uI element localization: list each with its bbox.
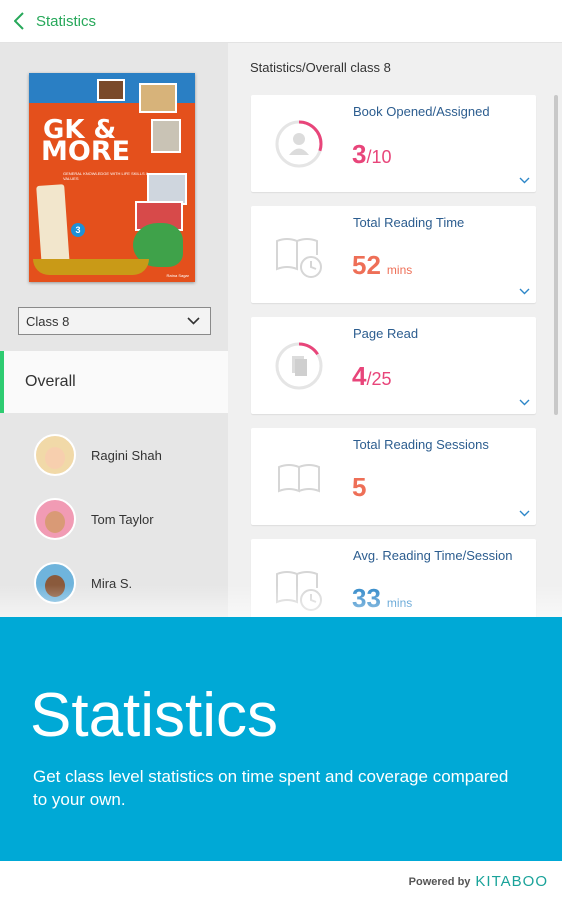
cover-title-line2: MORE: [41, 136, 131, 167]
brand-logo: KITABOO: [475, 873, 548, 890]
stat-card-reading-sessions[interactable]: Total Reading Sessions 5: [251, 428, 536, 525]
back-button[interactable]: [0, 0, 24, 43]
chevron-down-icon: [187, 317, 200, 325]
chevron-down-icon[interactable]: [519, 288, 530, 295]
class-dropdown-value: Class 8: [26, 313, 70, 329]
nav-item-label: Overall: [25, 373, 76, 390]
stat-title: Book Opened/Assigned: [353, 104, 490, 119]
page-title: Statistics: [36, 12, 97, 30]
person-progress-icon: [273, 118, 325, 170]
book-cover[interactable]: GK & MORE GENERAL KNOWLEDGE WITH LIFE SK…: [29, 73, 195, 282]
avatar: [34, 434, 76, 476]
student-name: Tom Taylor: [91, 511, 154, 527]
stat-card-total-reading-time[interactable]: Total Reading Time 52 mins: [251, 206, 536, 303]
stat-number: 52: [352, 250, 381, 280]
student-item-ragini[interactable]: Ragini Shah: [0, 423, 228, 487]
powered-by-label: Powered by: [408, 875, 471, 888]
pages-progress-icon: [273, 340, 325, 392]
breadcrumb: Statistics/Overall class 8: [250, 60, 391, 75]
cover-grade-badge: 3: [71, 223, 85, 237]
stat-number: 3: [352, 139, 367, 169]
cover-photo: [151, 119, 181, 153]
active-indicator: [0, 351, 4, 413]
class-dropdown[interactable]: Class 8: [18, 307, 211, 335]
chevron-down-icon[interactable]: [519, 177, 530, 184]
stat-unit: mins: [386, 263, 413, 277]
stat-title: Total Reading Sessions: [353, 437, 489, 452]
stat-value: 4/25: [352, 361, 392, 392]
stat-value: 5: [352, 472, 366, 503]
stat-number: 5: [352, 472, 367, 502]
avatar-face: [45, 511, 65, 533]
stat-total: /25: [366, 369, 392, 389]
scrollbar[interactable]: [554, 95, 558, 415]
progress-ring: [275, 120, 323, 168]
stat-card-pages-read[interactable]: Page Read 4/25: [251, 317, 536, 414]
book-clock-icon: [273, 229, 325, 281]
chevron-left-icon: [14, 12, 24, 30]
stat-title: Page Read: [353, 326, 419, 341]
progress-ring: [275, 342, 323, 390]
avatar-face: [45, 447, 65, 469]
fade-overlay: [0, 585, 562, 617]
open-book-icon: [273, 451, 325, 503]
avatar: [34, 498, 76, 540]
stat-card-books-opened[interactable]: Book Opened/Assigned 3/10: [251, 95, 536, 192]
student-item-tom[interactable]: Tom Taylor: [0, 487, 228, 551]
stat-number: 4: [352, 361, 367, 391]
cover-photo: [147, 173, 187, 205]
nav-item-overall[interactable]: Overall: [0, 351, 228, 413]
promo-banner: Statistics Get class level statistics on…: [0, 617, 562, 861]
promo-title: Statistics: [30, 681, 279, 750]
cover-photo: [97, 79, 125, 101]
stat-value: 52 mins: [352, 250, 412, 281]
left-panel: GK & MORE GENERAL KNOWLEDGE WITH LIFE SK…: [0, 43, 228, 617]
stats-panel[interactable]: Statistics/Overall class 8 Book Opened/A…: [228, 43, 562, 617]
cover-photo: [139, 83, 177, 113]
cover-subtitle: GENERAL KNOWLEDGE WITH LIFE SKILLS & VAL…: [63, 171, 149, 181]
boat-illustration: [33, 259, 149, 275]
stat-title: Total Reading Time: [353, 215, 465, 230]
tower-illustration: [36, 184, 70, 268]
stat-value: 3/10: [352, 139, 392, 170]
stat-title: Avg. Reading Time/Session: [353, 548, 513, 563]
footer: Powered by KITABOO: [0, 861, 562, 900]
cover-publisher: Ratna Sagar: [166, 273, 189, 278]
chevron-down-icon[interactable]: [519, 399, 530, 406]
promo-description: Get class level statistics on time spent…: [33, 767, 509, 809]
cover-title-line1: GK &: [43, 115, 117, 145]
app-header: Statistics: [0, 0, 562, 43]
chevron-down-icon[interactable]: [519, 510, 530, 517]
student-name: Ragini Shah: [91, 447, 162, 463]
stat-total: /10: [366, 147, 392, 167]
powered-by: Powered by KITABOO: [409, 873, 548, 890]
